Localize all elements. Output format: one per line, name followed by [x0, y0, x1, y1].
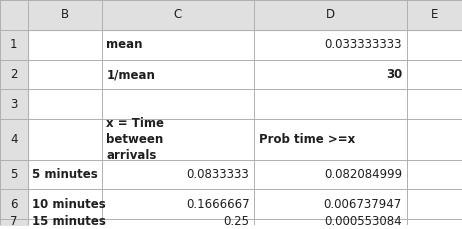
Text: Prob time >=x: Prob time >=x [259, 133, 355, 146]
Text: 0.006737947: 0.006737947 [324, 198, 402, 211]
Text: 6: 6 [10, 198, 18, 211]
Text: mean: mean [106, 38, 143, 51]
Text: 0.1666667: 0.1666667 [186, 198, 249, 211]
Text: 0.0833333: 0.0833333 [187, 168, 249, 181]
Text: 0.25: 0.25 [224, 215, 249, 228]
Text: 3: 3 [10, 98, 18, 111]
Text: 1/mean: 1/mean [106, 68, 155, 81]
Text: B: B [61, 8, 69, 21]
Text: 4: 4 [10, 133, 18, 146]
Text: D: D [326, 8, 335, 21]
Text: 0.000553084: 0.000553084 [324, 215, 402, 228]
Text: x = Time
between
arrivals: x = Time between arrivals [106, 117, 164, 162]
Text: 0.033333333: 0.033333333 [324, 38, 402, 51]
Text: C: C [174, 8, 182, 21]
Text: 0.082084999: 0.082084999 [324, 168, 402, 181]
Text: 5: 5 [10, 168, 18, 181]
Text: 5 minutes: 5 minutes [32, 168, 98, 181]
Text: 7: 7 [10, 215, 18, 228]
Text: E: E [431, 8, 438, 21]
Text: 15 minutes: 15 minutes [32, 215, 106, 228]
Text: 30: 30 [386, 68, 402, 81]
Text: 1: 1 [10, 38, 18, 51]
Text: 2: 2 [10, 68, 18, 81]
Text: 10 minutes: 10 minutes [32, 198, 106, 211]
